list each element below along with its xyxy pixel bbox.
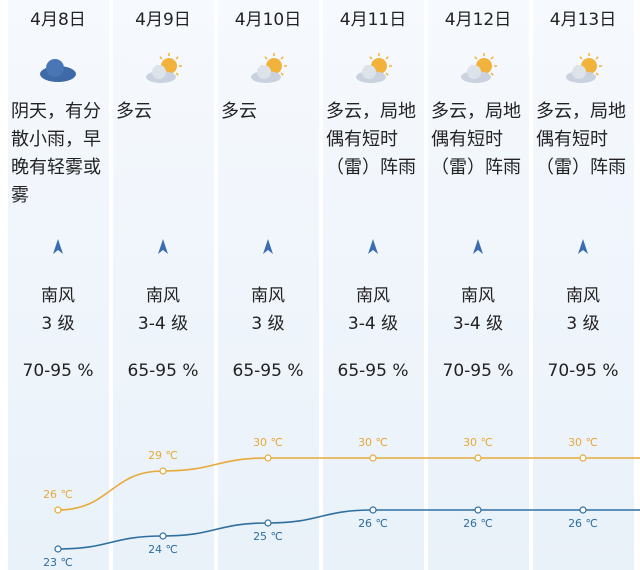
day-column — [533, 0, 634, 570]
high-temp-point — [264, 454, 272, 462]
sun-ray — [385, 72, 389, 76]
sun-ray — [175, 72, 179, 76]
date: 4月8日 — [30, 10, 86, 30]
high-temp-label: 30 ℃ — [568, 436, 598, 449]
weather-text: 阴天，有分散小雨，早晚有轻雾或雾 — [11, 101, 101, 206]
wind-arrow — [368, 239, 378, 254]
date: 4月9日 — [135, 10, 191, 30]
weather-icon — [356, 53, 392, 83]
cloud — [572, 65, 586, 79]
cloud — [467, 65, 481, 79]
date: 4月10日 — [234, 10, 302, 30]
wind-direction: 南风 — [566, 286, 600, 306]
date: 4月11日 — [339, 10, 407, 30]
weather-icon — [251, 53, 287, 83]
wind-level: 3 级 — [566, 314, 600, 334]
wind-direction: 南风 — [146, 286, 180, 306]
humidity: 70-95 % — [22, 361, 94, 381]
wind-direction: 南风 — [251, 286, 285, 306]
high-temp-label: 30 ℃ — [463, 436, 493, 449]
sun-ray — [280, 56, 284, 60]
day-column — [428, 0, 529, 570]
weather-text: 多云，局地偶有短时（雷）阵雨 — [431, 101, 521, 178]
cloud — [152, 65, 166, 79]
humidity: 65-95 % — [232, 361, 304, 381]
high-temp-point — [159, 467, 167, 475]
low-temp-label: 26 ℃ — [463, 517, 493, 530]
high-temp-point — [369, 454, 377, 462]
low-temp-point — [159, 532, 167, 540]
wind-arrow — [473, 239, 483, 254]
weather-text: 多云，局地偶有短时（雷）阵雨 — [536, 101, 626, 178]
cloud — [257, 65, 271, 79]
wind-direction: 南风 — [41, 286, 75, 306]
cloud — [362, 65, 376, 79]
date: 4月12日 — [444, 10, 512, 30]
high-temp-label: 30 ℃ — [358, 436, 388, 449]
sun-ray — [595, 72, 599, 76]
humidity: 65-95 % — [337, 361, 409, 381]
wind-level: 3-4 级 — [137, 314, 189, 334]
day-column — [218, 0, 319, 570]
wind-direction: 南风 — [356, 286, 390, 306]
high-temp-point — [579, 454, 587, 462]
low-temp-point — [369, 506, 377, 514]
weather-icon — [40, 59, 76, 82]
sun-ray — [385, 56, 389, 60]
wind-arrow — [158, 239, 168, 254]
sun-ray — [264, 56, 268, 60]
weather-icon — [566, 53, 602, 83]
sun-ray — [280, 72, 284, 76]
date: 4月13日 — [549, 10, 617, 30]
sun-ray — [159, 56, 163, 60]
sun-ray — [490, 56, 494, 60]
low-temp-label: 24 ℃ — [148, 543, 178, 556]
humidity: 65-95 % — [127, 361, 199, 381]
sun-ray — [579, 56, 583, 60]
weather-icon — [461, 53, 497, 83]
wind-level: 3-4 级 — [347, 314, 399, 334]
high-temp-point — [474, 454, 482, 462]
weather-text: 多云 — [116, 101, 152, 122]
day-column — [323, 0, 424, 570]
low-temp-point — [579, 506, 587, 514]
wind-level: 3 级 — [251, 314, 285, 334]
sun-ray — [474, 56, 478, 60]
weather-text: 多云，局地偶有短时（雷）阵雨 — [326, 101, 416, 178]
high-temp-label: 29 ℃ — [148, 449, 178, 462]
low-temp-label: 25 ℃ — [253, 530, 283, 543]
low-temp-point — [264, 519, 272, 527]
cloud — [46, 59, 64, 77]
high-temp-label: 26 ℃ — [43, 488, 73, 501]
sun-ray — [175, 56, 179, 60]
high-temp-label: 30 ℃ — [253, 436, 283, 449]
weather-icon — [146, 53, 182, 83]
low-temp-line — [57, 509, 640, 550]
day-column — [8, 0, 109, 570]
low-temp-point — [474, 506, 482, 514]
high-temp-point — [54, 506, 62, 514]
wind-direction: 南风 — [461, 286, 495, 306]
wind-level: 3-4 级 — [452, 314, 504, 334]
wind-arrow — [53, 239, 63, 254]
day-column — [113, 0, 214, 570]
weather-text: 多云 — [221, 101, 257, 122]
low-temp-label: 26 ℃ — [358, 517, 388, 530]
wind-arrow — [578, 239, 588, 254]
high-temp-line — [57, 457, 640, 511]
wind-level: 3 级 — [41, 314, 75, 334]
low-temp-label: 26 ℃ — [568, 517, 598, 530]
sun-ray — [490, 72, 494, 76]
wind-arrow — [263, 239, 273, 254]
humidity: 70-95 % — [442, 361, 514, 381]
low-temp-point — [54, 545, 62, 553]
humidity: 70-95 % — [547, 361, 619, 381]
low-temp-label: 23 ℃ — [43, 556, 73, 569]
sun-ray — [369, 56, 373, 60]
sun-ray — [595, 56, 599, 60]
